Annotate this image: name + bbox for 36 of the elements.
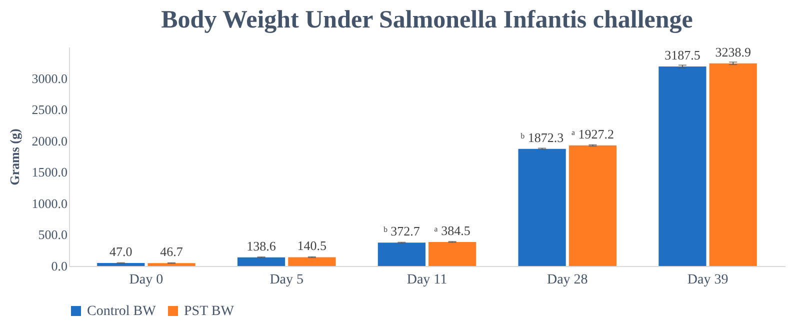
- x-tick-label: Day 0: [129, 272, 164, 288]
- bar: [658, 66, 706, 266]
- y-tick-label: 2000.0: [32, 133, 68, 148]
- bar: [237, 257, 286, 266]
- bar: [709, 63, 757, 266]
- bar: [428, 242, 476, 266]
- data-label: ᵃ 384.5: [434, 222, 470, 238]
- data-label: 46.7: [160, 244, 184, 260]
- y-tick-label: 2500.0: [32, 102, 68, 118]
- x-tick-label: Day 11: [406, 272, 448, 288]
- x-tick-label: Day 28: [546, 272, 588, 288]
- y-tick-label: 1000.0: [32, 196, 68, 211]
- x-tick-label: Day 39: [687, 272, 728, 288]
- chart-title: Body Weight Under Salmonella Infantis challenge: [161, 6, 693, 34]
- data-label: 3238.9: [715, 44, 751, 60]
- bar: [148, 263, 196, 266]
- data-label: 47.0: [110, 244, 132, 260]
- y-tick-label: 3000.0: [32, 70, 68, 86]
- legend-label: PST BW: [184, 304, 235, 319]
- bar: [378, 242, 426, 266]
- data-label: ᵃ 1927.2: [571, 126, 614, 142]
- data-label: ᵇ 1872.3: [520, 130, 564, 145]
- bar: [97, 263, 145, 266]
- x-tick-label: Day 5: [270, 272, 304, 288]
- y-tick-label: 1500.0: [32, 164, 68, 180]
- y-axis-title: Grams (g): [6, 128, 22, 186]
- data-label: 3187.5: [664, 48, 700, 63]
- bar: [568, 145, 617, 266]
- bar: [288, 257, 336, 266]
- data-label: ᵇ 372.7: [383, 224, 420, 239]
- data-label: 140.5: [297, 238, 327, 254]
- legend-label: Control BW: [87, 304, 157, 319]
- y-tick-label: 0.0: [51, 258, 68, 274]
- bar: [518, 148, 566, 266]
- data-label: 138.6: [246, 238, 276, 254]
- y-tick-label: 500.0: [38, 227, 68, 242]
